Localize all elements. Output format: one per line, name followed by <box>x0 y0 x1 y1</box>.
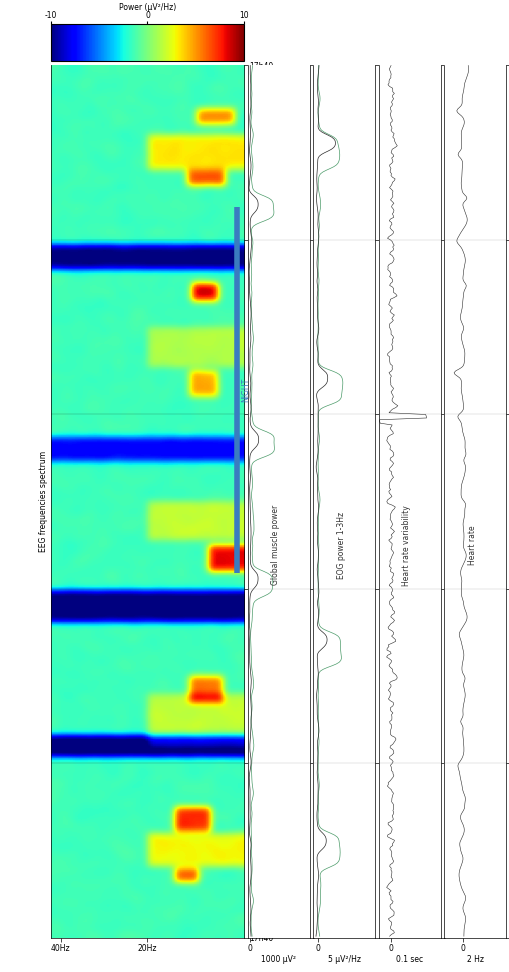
Text: Heart rate: Heart rate <box>468 526 477 565</box>
Text: Heart rate variability: Heart rate variability <box>402 505 411 586</box>
X-axis label: Power (μV²/Hz): Power (μV²/Hz) <box>119 3 176 12</box>
Text: NIGHT: NIGHT <box>241 378 250 401</box>
Y-axis label: EEG frequencies spectrum: EEG frequencies spectrum <box>39 451 48 552</box>
X-axis label: 5 μV²/Hz: 5 μV²/Hz <box>328 955 361 964</box>
Text: Global muscle power: Global muscle power <box>271 505 280 585</box>
X-axis label: 1000 μV²: 1000 μV² <box>261 955 296 964</box>
X-axis label: 0.1 sec: 0.1 sec <box>396 955 423 964</box>
X-axis label: 2 Hz: 2 Hz <box>467 955 484 964</box>
Text: EOG power 1-3Hz: EOG power 1-3Hz <box>336 512 346 579</box>
